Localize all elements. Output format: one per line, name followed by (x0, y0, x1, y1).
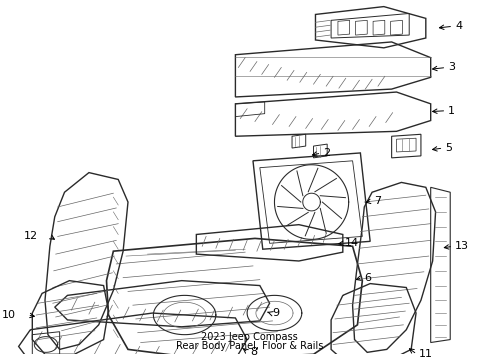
Text: 7: 7 (373, 196, 381, 206)
Text: 8: 8 (249, 347, 257, 357)
Text: 1: 1 (447, 106, 454, 116)
Text: 4: 4 (454, 21, 461, 31)
Text: Rear Body Panel, Floor & Rails: Rear Body Panel, Floor & Rails (176, 341, 323, 351)
Text: 10: 10 (1, 310, 16, 320)
Text: 5: 5 (445, 143, 451, 153)
Text: 11: 11 (418, 349, 432, 359)
Text: 2: 2 (323, 148, 330, 158)
Text: 9: 9 (272, 308, 279, 318)
Text: 14: 14 (344, 238, 358, 248)
Text: 2023 Jeep Compass: 2023 Jeep Compass (201, 332, 297, 342)
Text: 12: 12 (24, 231, 38, 242)
Text: 6: 6 (364, 273, 370, 283)
Text: 13: 13 (454, 241, 468, 251)
Text: 3: 3 (447, 63, 454, 72)
